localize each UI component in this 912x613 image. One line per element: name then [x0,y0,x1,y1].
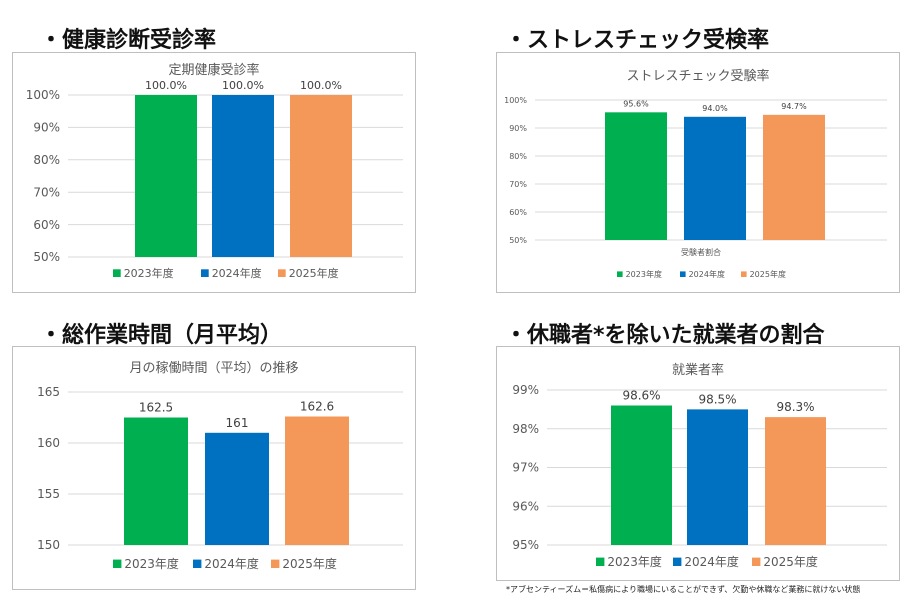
y-tick-label: 90% [33,121,60,135]
y-tick-label: 165 [37,385,60,399]
heading-stress-check: ・ストレスチェック受検率 [505,28,770,53]
chart-title: ストレスチェック受験率 [626,69,770,84]
bar-2023年度 [135,95,197,257]
chart-title: 定期健康受診率 [168,63,260,78]
legend-label: 2025年度 [282,556,337,571]
y-tick-label: 70% [509,180,527,189]
chart-employment-rate: 就業者率 95% 96% 97% 98% 99% 98.6% 98.5% 98.3% 2023年… [496,346,900,581]
data-label: 162.6 [300,399,334,413]
legend-label: 2025年度 [289,266,339,280]
y-tick-label: 155 [37,487,60,501]
y-tick-label: 98% [512,422,539,436]
chart-work-hours: 月の稼働時間（平均）の推移 150 155 160 165 162.5 161 162.6 2… [12,346,416,590]
y-tick-label: 50% [33,250,60,264]
legend-swatch [271,559,280,568]
legend-swatch [113,269,121,277]
legend-label: 2025年度 [763,554,818,569]
data-label: 161 [226,416,249,430]
legend-swatch [596,557,605,566]
bar-2024年度 [212,95,274,257]
y-tick-label: 80% [509,152,527,161]
footnote: *アブセンティーズム＝私傷病により職場にいることができず、欠勤や休職など業務に就… [506,585,861,594]
bar-2024年度 [687,409,748,545]
legend-swatch [741,271,747,277]
x-axis-label: 受験者割合 [681,247,721,257]
chart-health-checkup: 定期健康受診率 50% 60% 70% 80% 90% 100% 100.0% 100.0% 1… [12,52,416,293]
legend-swatch [193,559,202,568]
bar-2023年度 [611,405,672,545]
data-label: 100.0% [222,79,264,92]
data-label: 95.6% [623,99,649,108]
bar-2023年度 [124,417,188,545]
y-tick-label: 60% [33,218,60,232]
bar-2025年度 [763,114,825,240]
chart-stress-check: ストレスチェック受験率 50% 60% 70% 80% 90% 100% 95.6% 94.0… [496,52,900,293]
data-label: 98.5% [698,392,736,406]
legend-swatch [278,269,286,277]
y-tick-label: 97% [512,461,539,475]
chart-svg: 50% 60% 70% 80% 90% 100% 95.6% 94.0% 94.7% 受験者割合 2… [504,96,887,279]
legend-swatch [113,559,122,568]
legend-label: 2023年度 [124,266,174,280]
data-label: 162.5 [139,401,173,415]
heading-health-checkup: ・健康診断受診率 [40,28,217,53]
chart-title: 月の稼働時間（平均）の推移 [129,361,299,376]
heading-work-hours: ・総作業時間（月平均） [40,323,283,348]
y-tick-label: 100% [504,96,527,105]
legend-swatch [680,271,686,277]
y-tick-label: 80% [33,153,60,167]
y-tick-label: 70% [33,185,60,199]
legend-swatch [673,557,682,566]
y-tick-label: 96% [512,499,539,513]
chart-svg: 95% 96% 97% 98% 99% 98.6% 98.5% 98.3% 2023年度 2024… [512,383,887,569]
y-tick-label: 100% [26,88,60,102]
data-label: 94.0% [702,104,728,113]
bar-2025年度 [285,416,349,545]
legend-label: 2025年度 [750,269,786,279]
y-tick-label: 90% [509,124,527,133]
y-tick-label: 60% [509,208,527,217]
y-tick-label: 160 [37,436,60,450]
legend-swatch [201,269,209,277]
data-label: 94.7% [781,102,807,111]
y-tick-label: 150 [37,538,60,552]
legend-label: 2023年度 [124,556,179,571]
heading-employment-rate: ・休職者*を除いた就業者の割合 [505,323,825,348]
legend-label: 2023年度 [607,554,662,569]
y-tick-label: 95% [512,538,539,552]
legend-label: 2024年度 [204,556,259,571]
legend-label: 2024年度 [212,266,262,280]
y-tick-label: 99% [512,383,539,397]
data-label: 98.3% [776,400,814,414]
bar-2024年度 [684,116,746,240]
y-tick-label: 50% [509,236,527,245]
bar-2023年度 [605,112,667,240]
legend-label: 2023年度 [626,269,662,279]
bar-2025年度 [765,417,826,545]
legend-label: 2024年度 [689,269,725,279]
bar-2024年度 [205,432,269,545]
data-label: 100.0% [145,79,187,92]
legend-swatch [617,271,623,277]
legend-label: 2024年度 [684,554,739,569]
chart-svg: 150 155 160 165 162.5 161 162.6 2023年度 2024年度 202… [37,385,403,571]
chart-svg: 50% 60% 70% 80% 90% 100% 100.0% 100.0% 100.0% 202… [26,79,403,280]
chart-title: 就業者率 [671,363,724,378]
legend-swatch [752,557,761,566]
data-label: 98.6% [622,389,660,403]
bar-2025年度 [290,95,352,257]
data-label: 100.0% [300,79,342,92]
